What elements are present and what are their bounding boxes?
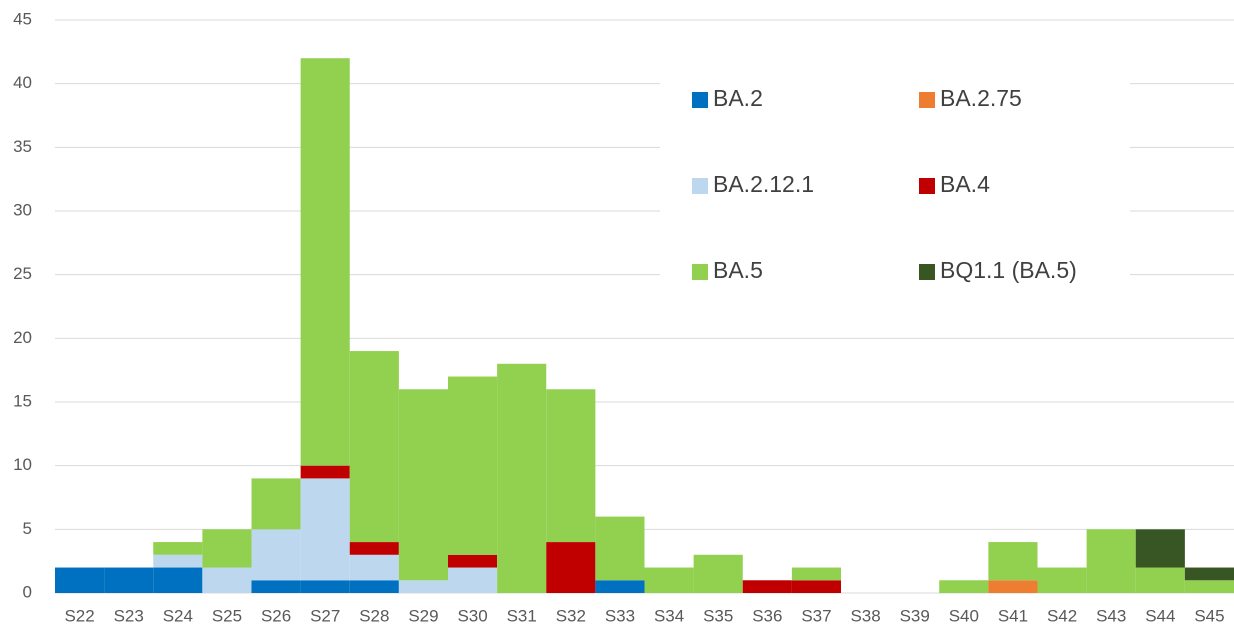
x-tick-label: S26 (261, 606, 291, 625)
legend-label: BA.2.12.1 (713, 171, 814, 197)
x-tick-label: S39 (900, 606, 930, 625)
x-tick-label: S22 (64, 606, 94, 625)
bar-segment (595, 580, 645, 593)
x-tick-label: S45 (1194, 606, 1224, 625)
x-tick-label: S29 (408, 606, 438, 625)
legend-swatch (692, 264, 708, 280)
x-tick-label: S23 (114, 606, 144, 625)
bar-segment (349, 351, 399, 543)
bar-segment (1037, 567, 1087, 593)
legend-label: BA.2 (713, 85, 763, 111)
bar-segment (153, 554, 203, 568)
y-tick-label: 30 (13, 200, 32, 219)
y-tick-label: 25 (13, 264, 32, 283)
bar-segment (693, 554, 743, 593)
bar-segment (644, 567, 694, 593)
y-tick-label: 40 (13, 73, 32, 92)
bar-segment (251, 478, 301, 530)
x-tick-label: S36 (752, 606, 782, 625)
x-tick-label: S30 (457, 606, 487, 625)
x-tick-label: S33 (605, 606, 635, 625)
legend-swatch (919, 178, 935, 194)
bar-segment (398, 580, 448, 593)
bar-segment (349, 554, 399, 581)
bar-segment (398, 389, 448, 581)
y-tick-label: 35 (13, 137, 32, 156)
legend-label: BA.4 (940, 171, 990, 197)
x-tick-label: S25 (212, 606, 242, 625)
bar-segment (251, 529, 301, 581)
x-tick-label: S37 (801, 606, 831, 625)
bar-segment (448, 376, 498, 555)
bar-segment (202, 567, 252, 593)
bar-segment (1184, 567, 1234, 581)
bar-segment (349, 580, 399, 593)
legend-swatch (692, 178, 708, 194)
bar-segment (546, 542, 596, 593)
bar-segment (300, 465, 350, 479)
x-tick-label: S44 (1145, 606, 1175, 625)
bar-segment (448, 554, 498, 568)
legend-box (660, 70, 1130, 300)
x-tick-label: S43 (1096, 606, 1126, 625)
legend-label: BA.2.75 (940, 85, 1022, 111)
x-tick-label: S27 (310, 606, 340, 625)
bar-segment (153, 542, 203, 555)
bar-segment (742, 580, 792, 593)
bar-segment (300, 58, 350, 466)
bar-segment (300, 580, 350, 593)
bar-segment (153, 567, 203, 593)
bar-segment (497, 363, 547, 593)
bar-segment (251, 580, 301, 593)
y-tick-label: 10 (13, 455, 32, 474)
bar-segment (1086, 529, 1136, 593)
legend-swatch (692, 92, 708, 108)
y-tick-label: 5 (23, 519, 32, 538)
bar-segment (595, 516, 645, 581)
x-tick-label: S34 (654, 606, 684, 625)
x-tick-label: S38 (850, 606, 880, 625)
bar-segment (988, 580, 1038, 593)
bar-segment (546, 389, 596, 543)
legend-label: BQ1.1 (BA.5) (940, 257, 1077, 283)
legend: BA.2 BA.2.75 BA.2.12.1 BA.4 BA.5 BQ1.1 (BA.5) (660, 70, 1130, 300)
bar-segment (939, 580, 989, 593)
legend-swatch (919, 264, 935, 280)
bar-segment (448, 567, 498, 593)
y-tick-label: 15 (13, 391, 32, 410)
bar-segment (988, 542, 1038, 581)
x-tick-label: S24 (163, 606, 193, 625)
y-tick-label: 45 (13, 9, 32, 28)
bar-segment (104, 567, 154, 593)
bar-segment (300, 478, 350, 581)
x-tick-label: S42 (1047, 606, 1077, 625)
legend-label: BA.5 (713, 257, 763, 283)
x-tick-label: S32 (556, 606, 586, 625)
bar-segment (349, 542, 399, 555)
y-tick-label: 20 (13, 328, 32, 347)
bar-segment (1184, 580, 1234, 593)
bar-segment (1135, 567, 1185, 593)
legend-swatch (919, 92, 935, 108)
bar-segment (55, 567, 105, 593)
x-tick-label: S28 (359, 606, 389, 625)
x-tick-label: S31 (507, 606, 537, 625)
x-tick-label: S35 (703, 606, 733, 625)
bar-segment (202, 529, 252, 568)
bar-segment (791, 567, 841, 581)
bar-segment (791, 580, 841, 593)
bar-segment (1135, 529, 1185, 568)
x-tick-label: S40 (949, 606, 979, 625)
y-tick-label: 0 (23, 582, 32, 601)
x-tick-label: S41 (998, 606, 1028, 625)
